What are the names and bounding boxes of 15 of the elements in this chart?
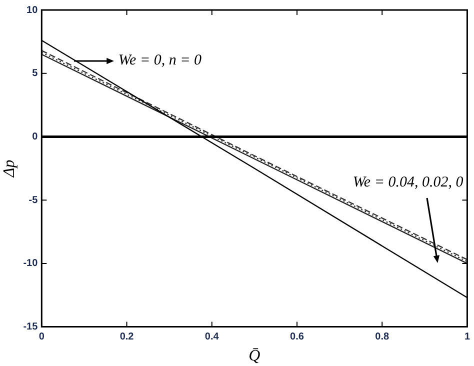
annotation: We = 0, n = 0 xyxy=(118,52,202,69)
y-tick-label: 10 xyxy=(26,4,38,16)
y-tick-label: 5 xyxy=(32,68,38,80)
y-tick-label: -10 xyxy=(23,258,38,270)
annotation: We = 0.04, 0.02, 0 xyxy=(352,174,464,191)
x-tick-label: 1 xyxy=(464,332,470,343)
y-tick-label: -5 xyxy=(28,194,38,206)
x-tick-label: 0.8 xyxy=(375,332,390,343)
x-tick-label: 0.4 xyxy=(204,332,220,343)
x-tick-label: 0.2 xyxy=(120,332,134,343)
x-tick-label: 0.6 xyxy=(290,332,304,343)
y-axis-title: Δp xyxy=(0,160,18,178)
y-tick-label: 0 xyxy=(32,131,38,142)
y-tick-label: -15 xyxy=(23,322,38,333)
x-axis-title: Q̄ xyxy=(248,348,261,365)
